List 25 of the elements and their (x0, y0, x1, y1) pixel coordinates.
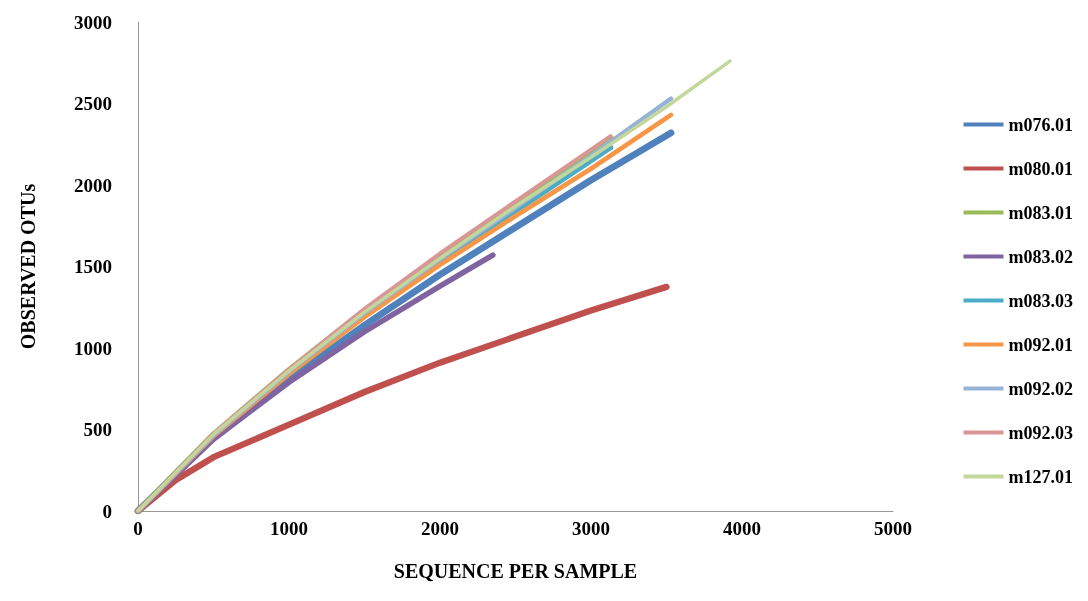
y-tick-label: 3000 (74, 11, 112, 33)
y-tick-label: 500 (83, 419, 112, 440)
line-series (136, 59, 732, 513)
x-axis-title: SEQUENCE PER SAMPLE (393, 560, 638, 582)
x-tick-label: 5000 (874, 518, 912, 539)
legend-label: m092.03 (1008, 422, 1074, 443)
legend-label: m127.01 (1008, 466, 1074, 487)
x-tick-label: 0 (133, 518, 143, 539)
legend-label: m092.02 (1008, 378, 1074, 399)
y-axis-title: OBSERVED OTUs (17, 183, 39, 350)
y-tick-label: 0 (102, 500, 112, 522)
legend-label: m076.01 (1008, 114, 1074, 135)
legend-label: m083.01 (1008, 202, 1074, 223)
y-tick-label: 1000 (74, 337, 112, 359)
x-tick-label: 1000 (270, 518, 308, 539)
legend-label: m083.03 (1008, 290, 1074, 311)
x-tick-label: 2000 (421, 518, 459, 539)
x-tick-label: 4000 (723, 518, 761, 539)
legend-label: m080.01 (1008, 158, 1074, 179)
y-tick-label: 2000 (74, 174, 112, 196)
y-tick-label: 1500 (74, 256, 112, 277)
legend-label: m083.02 (1008, 246, 1074, 267)
y-tick-label: 2500 (74, 93, 112, 114)
x-tick-label: 3000 (572, 518, 610, 539)
legend-label: m092.01 (1008, 334, 1074, 355)
